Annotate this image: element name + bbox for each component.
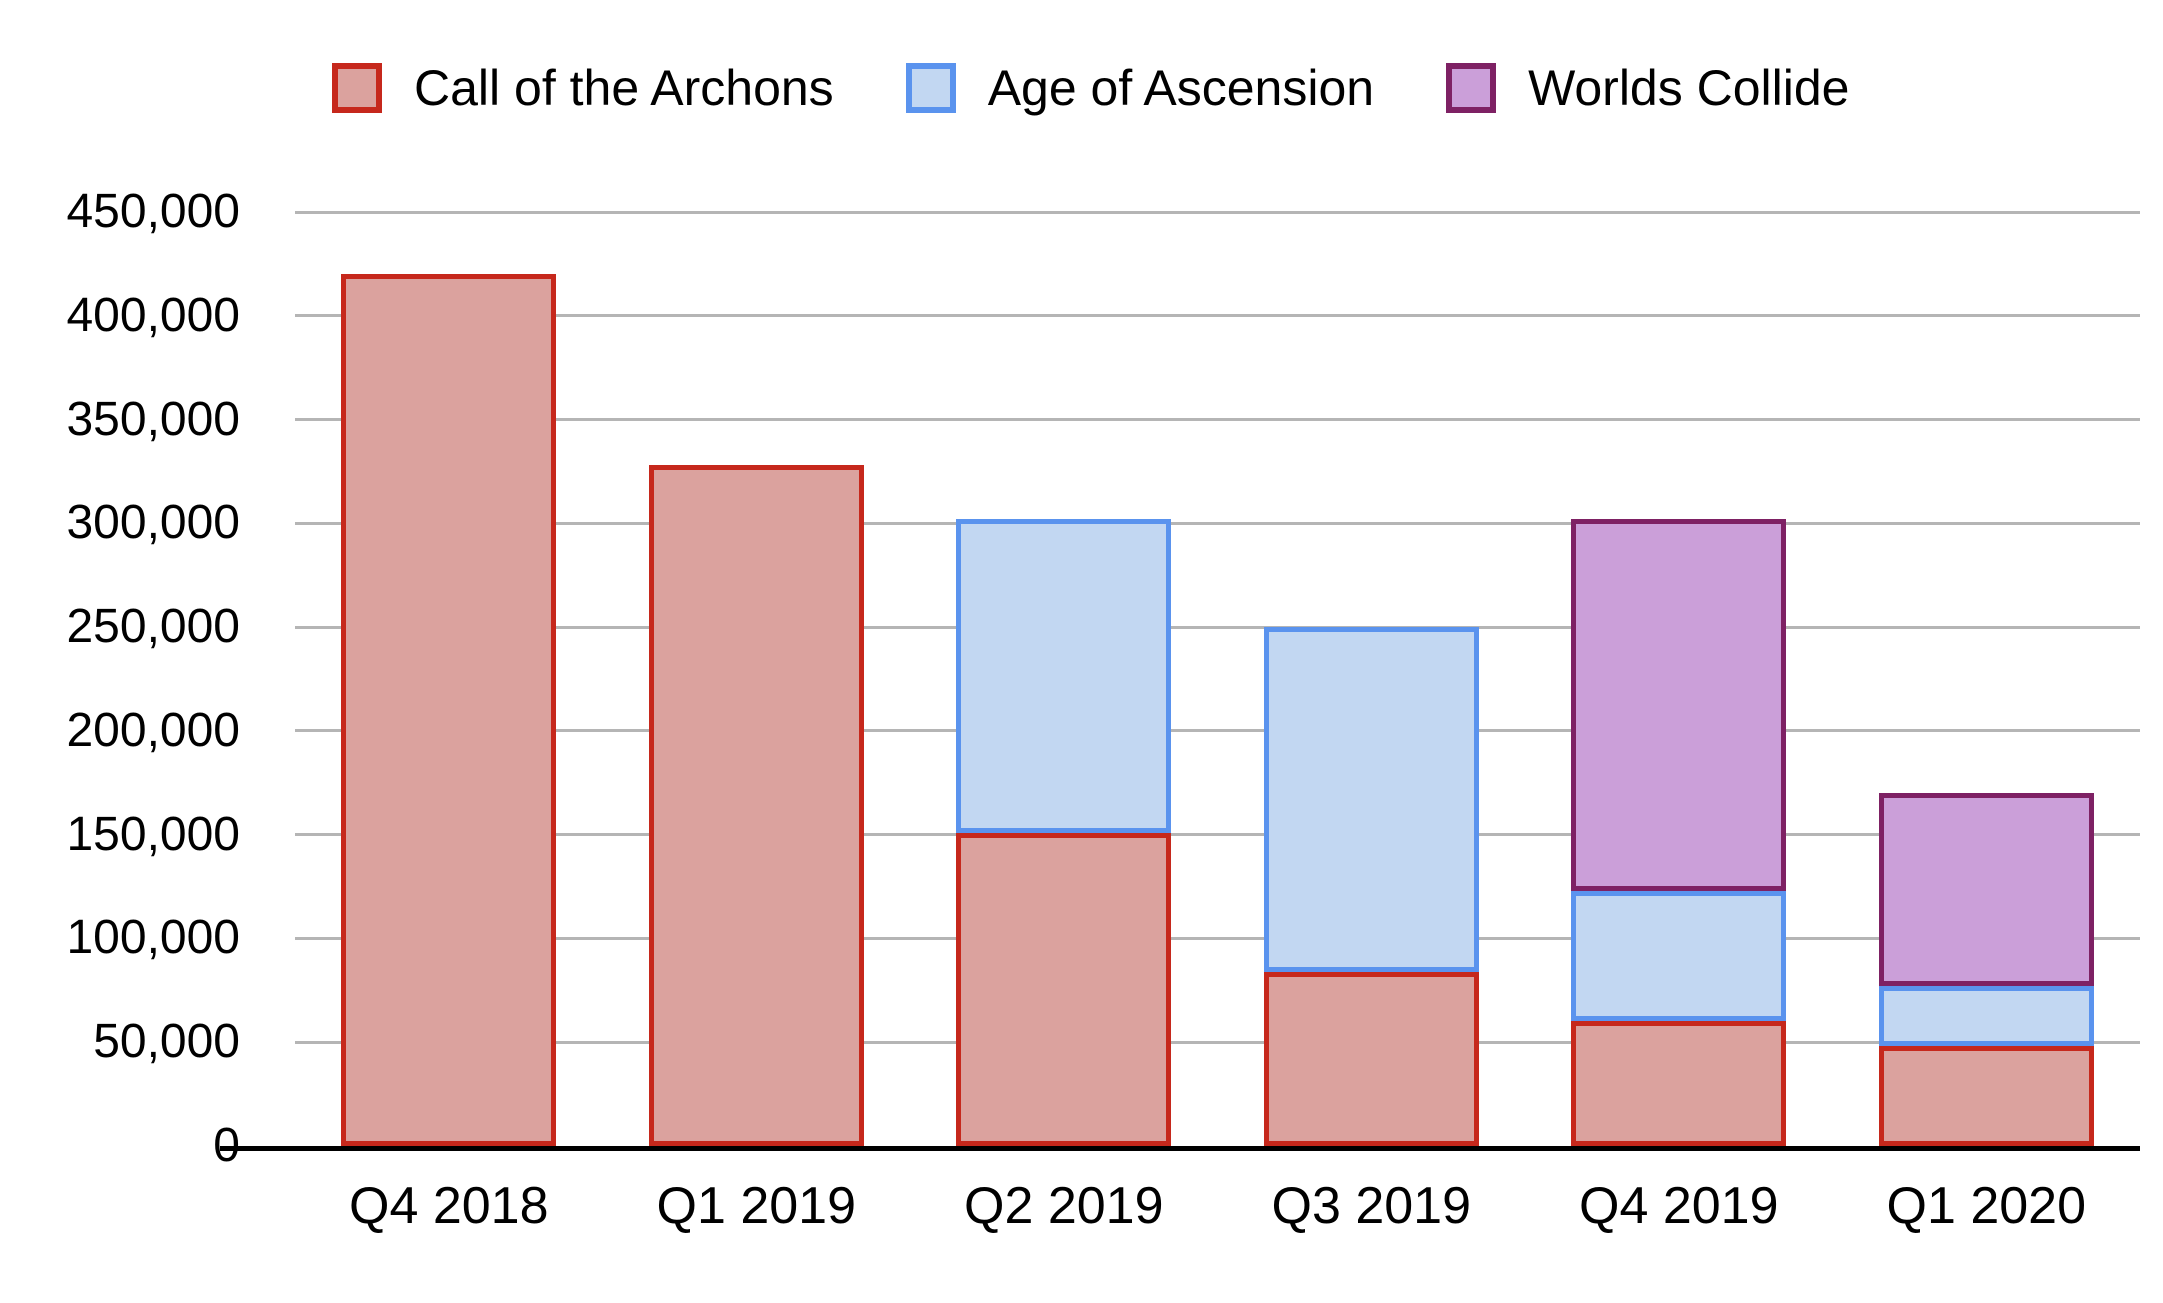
- y-tick-label: 350,000: [66, 392, 240, 446]
- y-tick-label: 400,000: [66, 288, 240, 342]
- bar-segment-worlds-collide: [1878, 793, 2094, 987]
- bar-segment-call-of-the-archons: [956, 832, 1172, 1146]
- bar-segment-worlds-collide: [1571, 519, 1787, 891]
- y-tick-label: 450,000: [66, 185, 240, 238]
- legend-item-age-of-ascension: Age of Ascension: [905, 60, 1375, 116]
- bar-segment-call-of-the-archons: [1263, 971, 1479, 1146]
- legend-swatch-call-of-the-archons: [332, 63, 382, 113]
- gridline: [295, 833, 2140, 837]
- gridline: [295, 314, 2140, 318]
- bar-segment-age-of-ascension: [956, 519, 1172, 833]
- bar-segment-call-of-the-archons: [341, 274, 557, 1146]
- bar-group-q4-2018: [341, 274, 557, 1146]
- bar-segment-age-of-ascension: [1571, 890, 1787, 1022]
- gridline: [295, 418, 2140, 422]
- y-tick-label: 300,000: [66, 496, 240, 550]
- y-tick-label: 0: [0, 1122, 240, 1170]
- x-tick-label: Q2 2019: [964, 1177, 1164, 1235]
- gridline: [295, 521, 2140, 525]
- legend: Call of the Archons Age of Ascension World…: [332, 60, 1922, 116]
- bar-group-q3-2019: [1263, 627, 1479, 1146]
- bar-group-q1-2020: [1878, 793, 2094, 1146]
- x-tick-label: Q1 2020: [1886, 1177, 2087, 1235]
- legend-item-worlds-collide: Worlds Collide: [1446, 60, 1850, 116]
- gridline: [295, 1040, 2140, 1044]
- legend-label: Worlds Collide: [1528, 60, 1850, 116]
- legend-label: Age of Ascension: [987, 60, 1375, 116]
- bar-segment-call-of-the-archons: [648, 465, 864, 1146]
- gridline: [295, 729, 2140, 733]
- y-tick-label: 200,000: [66, 703, 240, 757]
- gridline: [295, 625, 2140, 629]
- bar-group-q2-2019: [956, 519, 1172, 1146]
- x-tick-label: Q1 2019: [656, 1177, 857, 1235]
- x-tick-label: Q4 2019: [1579, 1177, 1779, 1235]
- plot-area: 050,000100,000150,000200,000250,000300,0…: [66, 188, 2140, 1235]
- x-axis-line: [220, 1146, 2140, 1151]
- legend-swatch-worlds-collide: [1446, 63, 1497, 113]
- x-tick-label: Q3 2019: [1271, 1177, 1472, 1235]
- gridline: [295, 210, 2140, 214]
- gridline: [295, 936, 2140, 940]
- bar-segment-call-of-the-archons: [1878, 1046, 2094, 1146]
- y-tick-label: 50,000: [93, 1015, 240, 1069]
- bar-segment-call-of-the-archons: [1571, 1021, 1787, 1146]
- legend-item-call-of-the-archons: Call of the Archons: [332, 60, 834, 116]
- y-tick-label: 150,000: [66, 807, 240, 861]
- legend-swatch-age-of-ascension: [905, 63, 956, 113]
- bar-group-q4-2019: [1571, 519, 1787, 1146]
- y-tick-label: 100,000: [66, 911, 240, 965]
- y-tick-label: 250,000: [66, 600, 240, 654]
- bar-group-q1-2019: [648, 465, 864, 1146]
- legend-label: Call of the Archons: [414, 60, 834, 116]
- bar-segment-age-of-ascension: [1263, 627, 1479, 972]
- bar-segment-age-of-ascension: [1878, 986, 2094, 1047]
- x-tick-label: Q4 2018: [349, 1177, 549, 1235]
